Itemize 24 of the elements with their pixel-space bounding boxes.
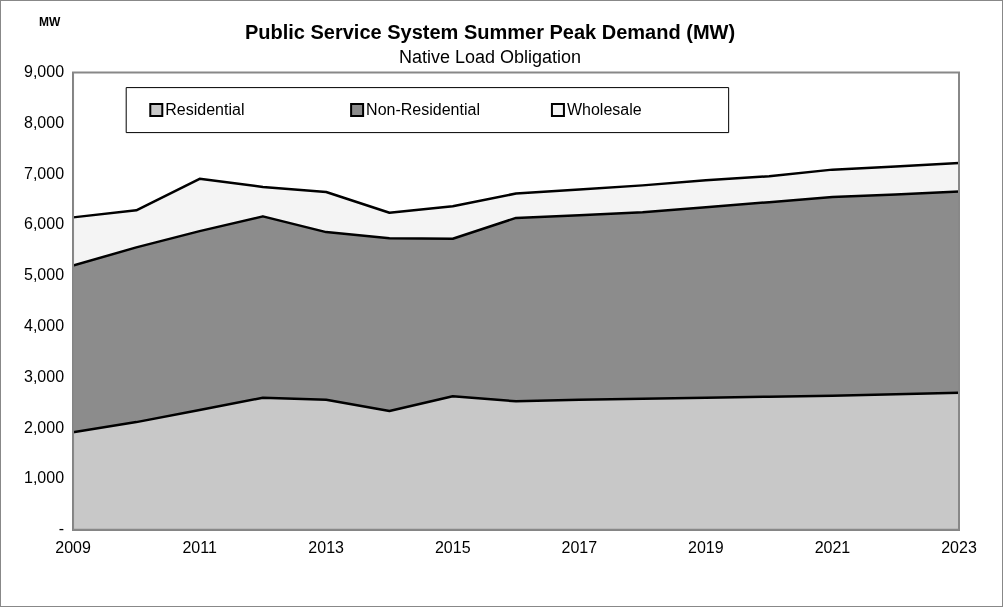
y-tick-label: 9,000 xyxy=(23,63,65,81)
x-tick-label: 2015 xyxy=(434,538,471,556)
x-tick-label: 2019 xyxy=(688,538,724,556)
legend-label: Wholesale xyxy=(566,100,642,118)
legend-label: Non-Residential xyxy=(366,100,480,118)
x-tick-label: 2013 xyxy=(308,538,345,556)
y-tick-label: 5,000 xyxy=(23,266,65,284)
x-tick-label: 2023 xyxy=(941,538,977,556)
y-tick-label: - xyxy=(58,520,65,538)
chart-subtitle: Native Load Obligation xyxy=(398,46,582,67)
y-tick-label: 4,000 xyxy=(23,317,65,335)
chart-title: Public Service System Summer Peak Demand (MW) xyxy=(244,20,736,43)
y-tick-label: 3,000 xyxy=(23,367,65,385)
x-tick-label: 2009 xyxy=(55,538,91,556)
y-tick-label: 7,000 xyxy=(23,164,65,182)
x-tick-label: 2021 xyxy=(814,538,851,556)
legend-label: Residential xyxy=(165,100,245,118)
x-tick-label: 2017 xyxy=(561,538,598,556)
y-tick-label: 6,000 xyxy=(23,215,65,233)
y-axis-title: MW xyxy=(39,15,61,29)
y-tick-label: 2,000 xyxy=(23,418,65,436)
y-tick-label: 8,000 xyxy=(23,113,65,131)
y-tick-label: 1,000 xyxy=(23,469,65,487)
x-tick-label: 2011 xyxy=(182,538,217,556)
